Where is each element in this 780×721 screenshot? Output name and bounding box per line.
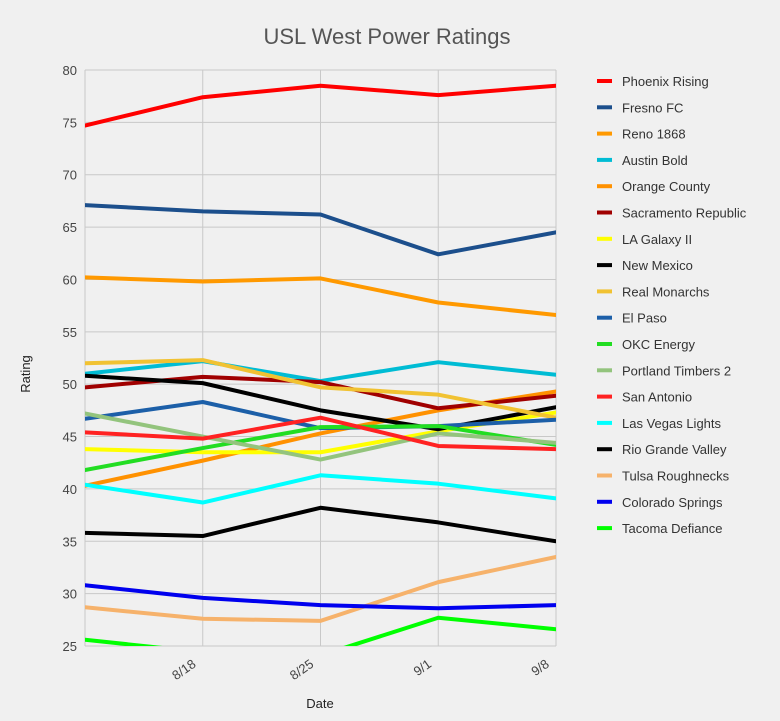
legend-label: Real Monarchs bbox=[622, 284, 710, 299]
x-tick-label: 8/25 bbox=[287, 656, 316, 683]
y-tick-label: 55 bbox=[63, 325, 77, 340]
y-tick-label: 75 bbox=[63, 115, 77, 130]
series-line-1 bbox=[85, 203, 556, 257]
y-tick-label: 60 bbox=[63, 272, 77, 287]
legend-label: Orange County bbox=[622, 179, 711, 194]
plot-area bbox=[85, 83, 556, 646]
y-tick-label: 80 bbox=[63, 63, 77, 78]
y-axis-title: Rating bbox=[18, 355, 33, 393]
legend-label: Fresno FC bbox=[622, 100, 683, 115]
series-line-7 bbox=[85, 373, 556, 432]
series-line-8 bbox=[85, 358, 556, 420]
axis-ticks: 25 30 35 40 45 50 55 60 65 70 75 80 8/18 8/25 9/1 9/8 bbox=[63, 63, 552, 683]
legend-label: Phoenix Rising bbox=[622, 74, 709, 89]
series-line-13 bbox=[85, 473, 556, 505]
y-tick-label: 40 bbox=[63, 482, 77, 497]
y-tick-label: 70 bbox=[63, 168, 77, 183]
y-tick-label: 65 bbox=[63, 220, 77, 235]
grid bbox=[84, 69, 557, 647]
legend-label: Reno 1868 bbox=[622, 127, 686, 142]
series-line-16 bbox=[85, 583, 556, 611]
legend-label: San Antonio bbox=[622, 390, 692, 405]
series-line-2 bbox=[85, 275, 556, 318]
x-tick-label: 9/8 bbox=[528, 656, 551, 679]
series-line-14 bbox=[85, 505, 556, 544]
legend-label: OKC Energy bbox=[622, 337, 695, 352]
chart-title: USL West Power Ratings bbox=[264, 24, 511, 49]
y-tick-label: 35 bbox=[63, 534, 77, 549]
legend-label: Colorado Springs bbox=[622, 495, 723, 510]
y-tick-label: 45 bbox=[63, 430, 77, 445]
legend: Phoenix Rising Fresno FC Reno 1868 Austin B… bbox=[597, 74, 747, 536]
y-tick-label: 50 bbox=[63, 377, 77, 392]
y-tick-label: 25 bbox=[63, 639, 77, 654]
series-line-11 bbox=[85, 411, 556, 462]
legend-label: New Mexico bbox=[622, 258, 693, 273]
x-tick-label: 9/1 bbox=[411, 656, 434, 679]
x-axis-title: Date bbox=[306, 696, 333, 711]
series-line-12 bbox=[85, 415, 556, 452]
legend-label: Sacramento Republic bbox=[622, 206, 747, 221]
series-lines bbox=[85, 83, 556, 646]
series-line-17 bbox=[85, 615, 556, 646]
legend-label: Tulsa Roughnecks bbox=[622, 469, 730, 484]
legend-label: El Paso bbox=[622, 311, 667, 326]
series-line-10 bbox=[85, 424, 556, 473]
legend-label: Rio Grande Valley bbox=[622, 442, 727, 457]
legend-label: LA Galaxy II bbox=[622, 232, 692, 247]
series-line-15 bbox=[85, 554, 556, 623]
x-tick-label: 8/18 bbox=[169, 656, 198, 683]
legend-label: Tacoma Defiance bbox=[622, 521, 722, 536]
legend-label: Las Vegas Lights bbox=[622, 416, 722, 431]
legend-label: Austin Bold bbox=[622, 153, 688, 168]
series-line-0 bbox=[85, 83, 556, 128]
legend-label: Portland Timbers 2 bbox=[622, 363, 731, 378]
y-tick-label: 30 bbox=[63, 587, 77, 602]
